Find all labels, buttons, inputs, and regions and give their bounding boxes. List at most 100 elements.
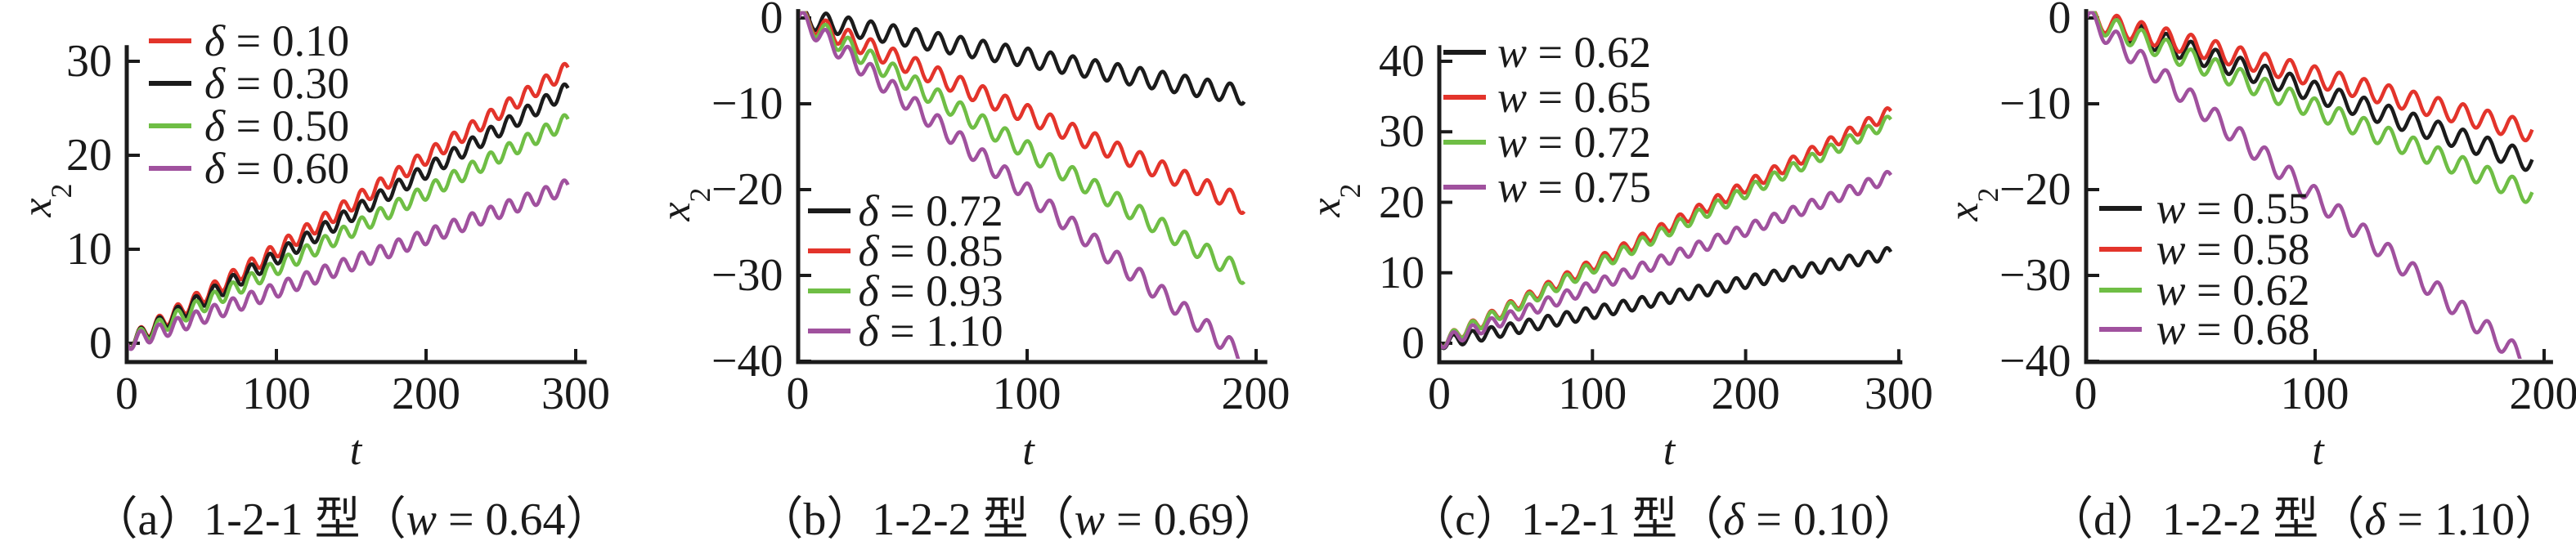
y-tick-label: 20 — [1379, 177, 1425, 228]
y-tick-label: −40 — [1999, 336, 2071, 387]
x-tick-label: 300 — [541, 369, 610, 419]
x-tick-label: 200 — [1221, 369, 1290, 419]
plot-area-b — [796, 9, 1268, 364]
legend-value: = 0.85 — [878, 226, 1003, 275]
caption-suffix: = 0.64） — [436, 494, 612, 545]
legend-symbol: δ — [858, 186, 879, 235]
x-axis-label: t — [1663, 427, 1676, 474]
x-tick-label: 200 — [1711, 369, 1780, 419]
legend-item-label: w = 0.62 — [2156, 259, 2310, 321]
series-curve-b-2 — [799, 11, 1245, 216]
y-tick-label: −30 — [711, 250, 783, 301]
x-tick-label: 0 — [115, 369, 138, 419]
series-curve-b-1 — [799, 11, 1245, 106]
plot-area-a — [124, 38, 587, 364]
series-curve-d-2 — [2087, 11, 2533, 143]
caption-symbol: w — [1074, 494, 1106, 545]
series-curve-c-1 — [1441, 246, 1893, 351]
caption-prefix: （c）1-2-1 型（ — [1409, 494, 1724, 545]
legend-symbol: δ — [204, 101, 226, 150]
legend-symbol: w — [1497, 73, 1528, 122]
panel-caption: （d）1-2-2 型（δ = 1.10） — [2035, 489, 2574, 551]
legend-value: = 0.68 — [2185, 305, 2310, 354]
series-curve-a-4 — [128, 178, 570, 351]
caption-symbol: w — [406, 494, 437, 545]
legend-item-label: w = 0.72 — [1497, 111, 1651, 173]
panel-c: 0 10 20 30 40 0 100 200 300 w = 0.62 w = 0.65 w = 0… — [1288, 0, 1934, 559]
x-tick-label: 100 — [2280, 369, 2349, 419]
legend-value: = 0.30 — [225, 59, 350, 108]
y-tick-label: 0 — [89, 318, 112, 369]
legend-symbol: δ — [204, 144, 226, 193]
series-curve-d-4 — [2087, 11, 2522, 360]
y-tick-label: 30 — [1379, 106, 1425, 158]
legend-value: = 0.60 — [225, 144, 350, 193]
x-tick-label: 100 — [1558, 369, 1627, 419]
legend-value: = 0.62 — [2185, 266, 2310, 315]
legend-item-label: δ = 1.10 — [859, 300, 1003, 362]
caption-symbol: δ — [2364, 494, 2386, 545]
panel-caption: （b）1-2-2 型（w = 0.69） — [749, 489, 1289, 551]
legend-symbol: w — [2156, 266, 2186, 315]
legend-symbol: w — [2156, 305, 2186, 354]
caption-prefix: （b）1-2-2 型（ — [757, 494, 1075, 545]
legend-symbol: δ — [858, 266, 879, 315]
caption-suffix: = 0.10） — [1744, 494, 1919, 545]
caption-symbol: δ — [1723, 494, 1745, 545]
legend-symbol: δ — [204, 59, 226, 108]
legend-item-label: δ = 0.30 — [204, 52, 349, 114]
legend-item-label: w = 0.58 — [2156, 218, 2310, 280]
y-tick-label: −10 — [1999, 78, 2071, 129]
panel-b: 0 −10 −20 −30 −40 0 100 200 δ = 0.72 δ = 0.85 δ = … — [644, 0, 1290, 559]
legend-value: = 0.72 — [878, 186, 1003, 235]
y-axis-label-base: x — [1302, 198, 1349, 217]
y-tick-label: −20 — [711, 164, 783, 215]
y-tick-label: −10 — [711, 78, 783, 129]
legend-item-label: w = 0.62 — [1497, 21, 1651, 83]
y-axis-label-subscript: 2 — [1971, 187, 2004, 203]
caption-suffix: = 0.69） — [1105, 494, 1280, 545]
legend-symbol: δ — [858, 226, 879, 275]
y-tick-label: 10 — [66, 224, 112, 275]
series-curve-d-1 — [2087, 11, 2533, 172]
series-curve-a-3 — [128, 113, 570, 351]
x-tick-label: 100 — [242, 369, 311, 419]
y-tick-label: 40 — [1379, 36, 1425, 87]
x-axis-label: t — [1022, 427, 1034, 474]
x-tick-label: 100 — [992, 369, 1061, 419]
series-curve-b-3 — [799, 11, 1245, 285]
legend-value: = 0.10 — [225, 16, 350, 65]
legend-value: = 0.50 — [225, 101, 350, 150]
axes — [1437, 45, 1903, 364]
x-tick-label: 300 — [1864, 369, 1933, 419]
series-curve-d-3 — [2087, 11, 2533, 204]
plot-area-c — [1437, 45, 1903, 364]
x-tick-label: 0 — [1428, 369, 1451, 419]
y-axis-label-base: x — [13, 198, 61, 217]
series-curve-b-4 — [799, 11, 1240, 360]
legend-item-label: δ = 0.72 — [859, 180, 1003, 242]
legend-symbol: δ — [204, 16, 226, 65]
legend-symbol: δ — [858, 306, 879, 356]
legend-value: = 0.93 — [878, 266, 1003, 315]
legend-value: = 0.65 — [1527, 73, 1651, 122]
y-tick-label: 0 — [1402, 318, 1425, 369]
legend-item-label: δ = 0.93 — [859, 260, 1003, 322]
y-tick-label: 20 — [66, 130, 112, 181]
y-axis-label-base: x — [1940, 202, 1986, 221]
caption-prefix: （d）1-2-2 型（ — [2048, 494, 2365, 545]
legend-symbol: w — [1497, 163, 1528, 212]
y-tick-label: 10 — [1379, 247, 1425, 298]
x-axis-label: t — [2312, 427, 2324, 474]
caption-suffix: = 1.10） — [2385, 494, 2560, 545]
caption-prefix: （a）1-2-1 型（ — [92, 494, 406, 545]
panel-caption: （a）1-2-1 型（w = 0.64） — [82, 489, 622, 551]
x-tick-label: 0 — [2074, 369, 2098, 419]
series-curve-c-3 — [1441, 114, 1892, 349]
legend-item-label: δ = 0.10 — [204, 10, 349, 72]
legend-item-label: w = 0.75 — [1497, 156, 1651, 218]
panel-caption: （c）1-2-1 型（δ = 0.10） — [1394, 489, 1934, 551]
